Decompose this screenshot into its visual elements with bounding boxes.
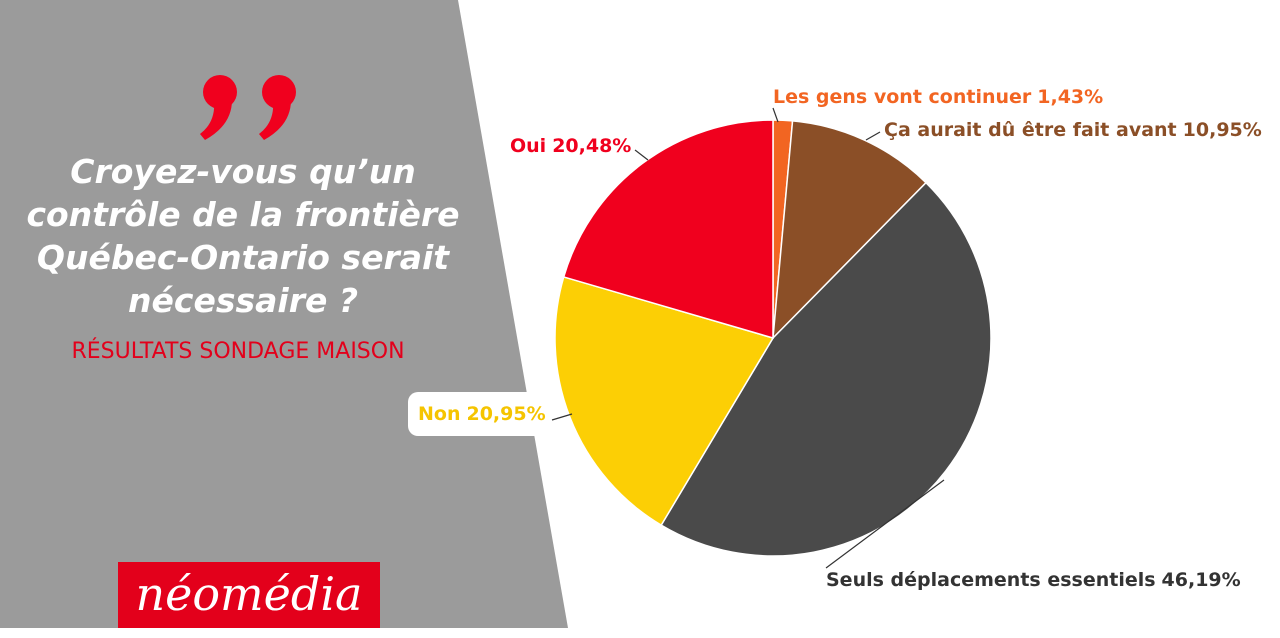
- label-value: 20,48%: [552, 135, 631, 157]
- title-line: Croyez-vous qu’un: [70, 152, 415, 191]
- label-value: 1,43%: [1037, 86, 1103, 108]
- label-category: Ça aurait dû être fait avant: [884, 119, 1177, 141]
- subtitle: RÉSULTATS SONDAGE MAISON: [71, 338, 404, 364]
- pie-slice: [660, 181, 992, 557]
- leader-line: [772, 107, 779, 123]
- label-value: 20,95%: [466, 403, 545, 425]
- slice-label: Oui 20,48%: [510, 135, 631, 157]
- label-value: 10,95%: [1183, 119, 1262, 141]
- leader-line: [825, 479, 945, 569]
- slice-label: Les gens vont continuer 1,43%: [773, 86, 1103, 108]
- logo: néomédia: [136, 567, 363, 621]
- slice-label: Seuls déplacements essentiels 46,19%: [826, 569, 1241, 591]
- pie-slice: [554, 275, 775, 527]
- leader-line: [551, 413, 573, 421]
- slice-label: Ça aurait dû être fait avant 10,95%: [884, 119, 1262, 141]
- label-box: [408, 392, 558, 436]
- pie-slice: [772, 120, 928, 341]
- pie-slice: [562, 119, 774, 340]
- label-category: Oui: [510, 135, 546, 157]
- logo-box: [118, 562, 380, 628]
- quote-mark: [200, 75, 296, 140]
- title-line: contrôle de la frontière: [26, 195, 459, 234]
- title-line: Québec-Ontario serait: [37, 238, 450, 277]
- label-value: 46,19%: [1162, 569, 1241, 591]
- leader-line: [865, 131, 881, 141]
- leader-line: [634, 149, 649, 161]
- label-category: Seuls déplacements essentiels: [826, 569, 1156, 591]
- side-panel: [0, 0, 568, 628]
- label-category: Les gens vont continuer: [773, 86, 1032, 108]
- label-category: Non: [418, 403, 460, 425]
- slice-label: Non 20,95%: [418, 403, 546, 425]
- title-line: nécessaire ?: [128, 281, 358, 320]
